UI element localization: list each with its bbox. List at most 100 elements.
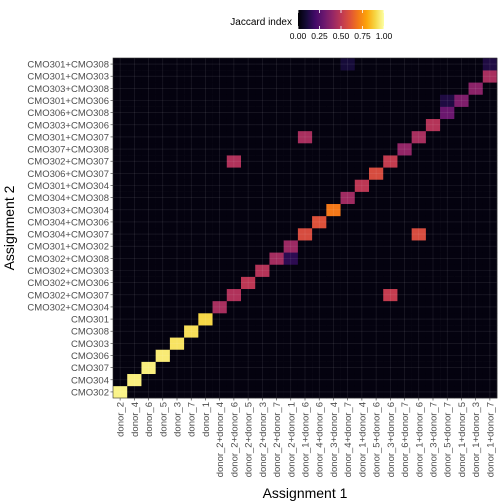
heatmap-cell	[297, 252, 313, 265]
heatmap-cell	[169, 94, 185, 107]
heatmap-cell	[113, 349, 128, 362]
heatmap-cell	[482, 276, 498, 290]
heatmap-cell	[283, 82, 299, 95]
heatmap-cell	[440, 118, 455, 132]
heatmap-cell	[169, 118, 185, 132]
heatmap-cell	[155, 385, 171, 399]
heatmap-cell	[113, 373, 128, 387]
heatmap-cell	[283, 130, 299, 144]
heatmap-cell	[383, 82, 398, 95]
heatmap-cell	[212, 155, 228, 168]
heatmap-cell	[468, 240, 484, 253]
heatmap-cell	[169, 167, 185, 180]
heatmap-cell	[141, 228, 156, 241]
heatmap-cell	[212, 240, 228, 253]
heatmap-cell	[312, 300, 327, 314]
heatmap-cell	[283, 276, 299, 290]
heatmap-cell	[169, 179, 185, 192]
x-axis-title: Assignment 1	[263, 485, 348, 501]
heatmap-cell	[269, 228, 284, 241]
heatmap-cell	[297, 82, 313, 95]
y-tick-label: CMO302+CMO307	[27, 290, 109, 301]
heatmap-cell	[397, 325, 412, 338]
heatmap-cell	[369, 179, 384, 192]
heatmap-cell	[482, 288, 498, 302]
heatmap-cell	[255, 373, 270, 387]
heatmap-cell	[269, 385, 284, 399]
heatmap-cell	[440, 179, 455, 192]
heatmap-cell	[127, 70, 142, 83]
heatmap-cell	[127, 167, 142, 180]
heatmap-cell	[411, 58, 427, 71]
heatmap-cell	[411, 167, 427, 180]
heatmap-cell	[113, 252, 128, 265]
heatmap-cell	[340, 264, 356, 277]
heatmap-cell	[468, 228, 484, 241]
heatmap-cell	[241, 361, 256, 375]
heatmap-cell	[141, 300, 156, 314]
heatmap-cell	[141, 82, 156, 95]
heatmap-cell	[354, 118, 370, 132]
x-tick-label: donor_1+donor_4	[357, 402, 368, 477]
heatmap-cell	[326, 130, 341, 144]
heatmap-cell	[440, 276, 455, 290]
x-tick-label: donor_5+donor_6	[372, 402, 383, 477]
x-tick-label: donor_2+donor_6	[229, 402, 240, 477]
heatmap-cell	[312, 106, 327, 120]
heatmap-cell	[454, 143, 469, 156]
heatmap-cell	[241, 203, 256, 217]
heatmap-cell	[241, 70, 256, 83]
heatmap-cell	[155, 313, 171, 326]
heatmap-cell	[155, 361, 171, 375]
heatmap-cell	[425, 191, 441, 205]
heatmap-cell	[468, 191, 484, 205]
heatmap-cell	[155, 240, 171, 253]
y-tick-label: CMO303	[71, 339, 109, 350]
heatmap-cell	[468, 130, 484, 144]
heatmap-cell	[113, 361, 128, 375]
heatmap-cell	[482, 361, 498, 375]
heatmap-cell	[383, 167, 398, 180]
y-tick-label: CMO304	[71, 375, 109, 386]
heatmap-cell	[184, 94, 199, 107]
heatmap-cell	[369, 203, 384, 217]
heatmap-cell	[440, 155, 455, 168]
heatmap-cell	[184, 143, 199, 156]
heatmap-cell	[326, 240, 341, 253]
heatmap-cell	[198, 264, 213, 277]
heatmap-cell	[155, 82, 171, 95]
heatmap-cell	[113, 300, 128, 314]
heatmap-cell	[312, 167, 327, 180]
heatmap-cell	[226, 167, 242, 180]
heatmap-cell	[482, 94, 498, 107]
heatmap-cell	[184, 325, 199, 338]
heatmap-cell	[255, 106, 270, 120]
heatmap-cell	[425, 313, 441, 326]
heatmap-cell	[383, 252, 398, 265]
heatmap-cell	[383, 215, 398, 229]
heatmap-cell	[425, 70, 441, 83]
heatmap-cell	[283, 118, 299, 132]
heatmap-cell	[241, 264, 256, 277]
heatmap-cell	[241, 106, 256, 120]
heatmap-cell	[312, 325, 327, 338]
heatmap-cell	[127, 203, 142, 217]
heatmap-cell	[340, 82, 356, 95]
heatmap-cell	[369, 143, 384, 156]
heatmap-cell	[212, 94, 228, 107]
heatmap-cell	[468, 349, 484, 362]
x-tick-label: donor_2	[116, 402, 127, 437]
heatmap-cell	[184, 118, 199, 132]
heatmap-cell	[297, 167, 313, 180]
y-tick-label: CMO301+CMO304	[27, 181, 109, 192]
x-tick-label: donor_1+donor_6	[414, 402, 425, 477]
heatmap-cell	[283, 288, 299, 302]
x-tick-label: donor_5+donor_7	[443, 402, 454, 477]
heatmap-cell	[440, 252, 455, 265]
heatmap-cell	[354, 203, 370, 217]
heatmap-cell	[241, 240, 256, 253]
heatmap-cell	[269, 349, 284, 362]
heatmap-cell	[326, 264, 341, 277]
heatmap-cell	[383, 58, 398, 71]
heatmap-cell	[397, 179, 412, 192]
